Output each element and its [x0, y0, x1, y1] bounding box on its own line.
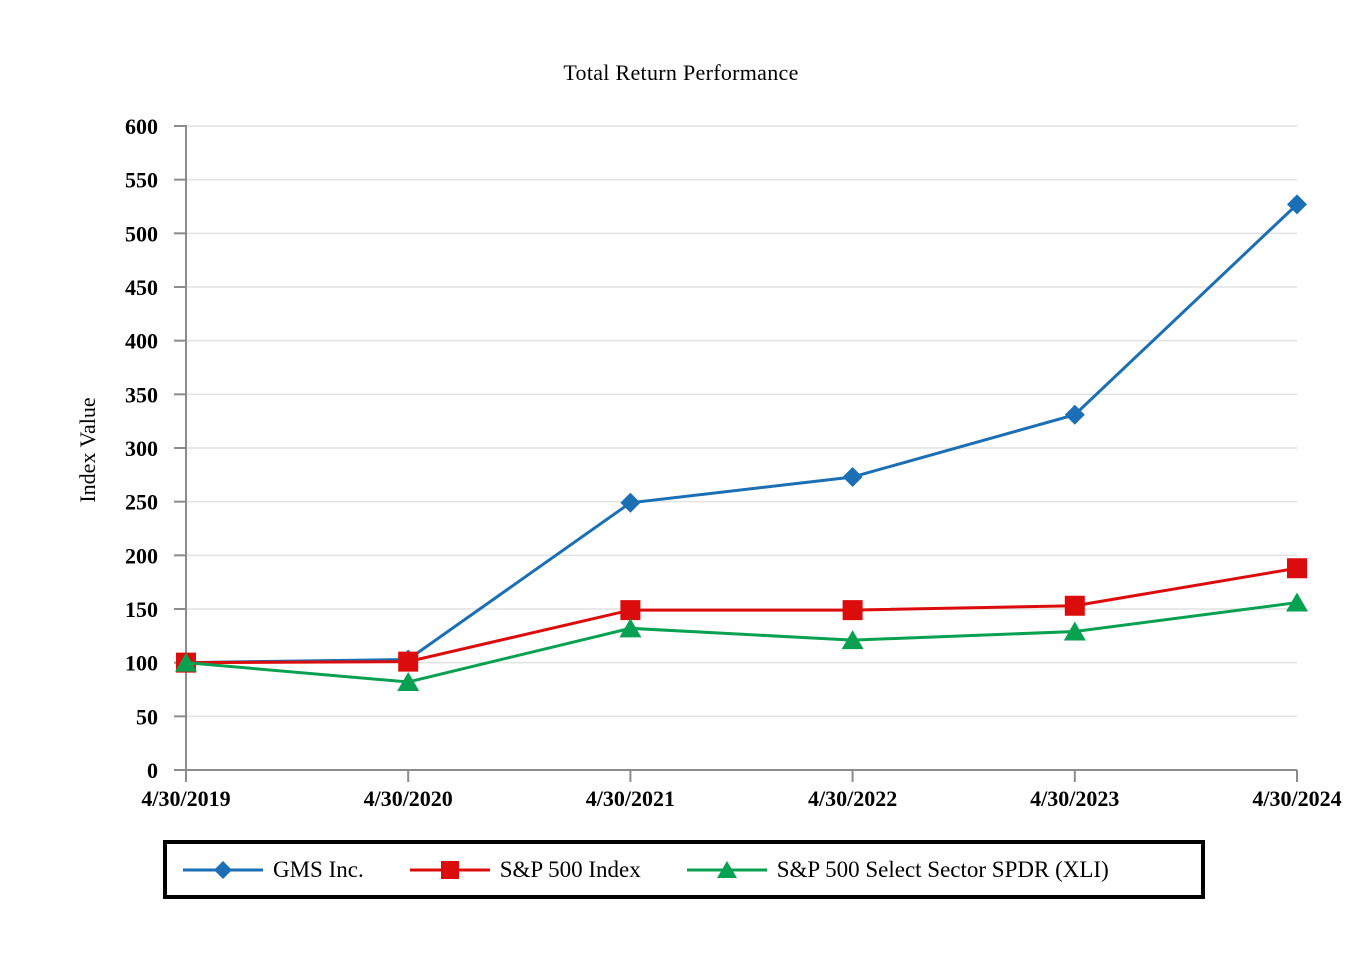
- chart-title: Total Return Performance: [563, 60, 799, 85]
- legend-marker: [440, 860, 459, 879]
- data-point-marker: [1063, 621, 1086, 641]
- legend-item-1: GMS Inc.: [183, 857, 364, 883]
- series-line-square: [185, 566, 1298, 665]
- data-point-marker: [620, 600, 641, 621]
- legend-label: S&P 500 Select Sector SPDR (XLI): [776, 856, 1109, 882]
- data-point-marker: [1064, 595, 1085, 616]
- x-tick-label: 4/30/2020: [364, 786, 453, 811]
- series-line-triangle: [185, 601, 1298, 684]
- y-tick-label: 550: [125, 168, 158, 193]
- y-tick-label: 400: [125, 329, 158, 354]
- y-tick-label: 0: [147, 758, 158, 783]
- legend-box: GMS Inc. S&P 500 Index S&P 500 Select Sect…: [163, 840, 1205, 899]
- y-tick-label: 300: [125, 436, 158, 461]
- plot-area: 0 50 100 150 200 250 300 350 400 450 500 550 600 4/30…: [125, 114, 1342, 811]
- y-tick-label: 450: [125, 275, 158, 300]
- data-point-marker: [842, 600, 863, 621]
- y-tick-label: 250: [125, 490, 158, 515]
- data-point-marker: [1287, 558, 1307, 579]
- data-point-marker: [842, 466, 863, 487]
- y-tick-label: 50: [136, 704, 158, 729]
- data-point-marker: [841, 630, 864, 650]
- data-point-marker: [397, 671, 420, 691]
- data-point-marker: [398, 651, 419, 672]
- data-point-marker: [619, 618, 642, 638]
- legend-item-3: S&P 500 Select Sector SPDR (XLI): [686, 856, 1109, 883]
- legend-label: GMS Inc.: [273, 856, 364, 882]
- diamond-marker-icon: [183, 860, 263, 879]
- x-tick-label: 4/30/2022: [808, 786, 897, 811]
- y-tick-label: 150: [125, 597, 158, 622]
- triangle-marker-icon: [686, 860, 767, 878]
- series-line-diamond: [185, 203, 1299, 665]
- x-tick-label: 4/30/2021: [586, 786, 675, 811]
- y-tick-label: 350: [125, 382, 158, 407]
- data-point-marker: [175, 652, 197, 672]
- x-tick-label: 4/30/2019: [141, 786, 230, 811]
- data-point-marker: [1287, 194, 1307, 215]
- data-point-marker: [620, 492, 641, 513]
- square-marker-icon: [409, 860, 490, 879]
- y-tick-label: 600: [125, 114, 158, 139]
- data-point-marker: [1064, 404, 1085, 425]
- y-tick-label: 100: [125, 651, 158, 676]
- y-tick-label: 500: [125, 221, 158, 246]
- x-tick-label: 4/30/2024: [1252, 786, 1341, 811]
- y-tick-label: 200: [125, 543, 158, 568]
- legend-marker: [214, 860, 232, 879]
- legend-label: S&P 500 Index: [499, 856, 641, 882]
- legend-item-2: S&P 500 Index: [409, 856, 641, 883]
- x-tick-label: 4/30/2023: [1030, 786, 1119, 811]
- legend-marker: [716, 860, 737, 878]
- data-point-marker: [1286, 592, 1308, 612]
